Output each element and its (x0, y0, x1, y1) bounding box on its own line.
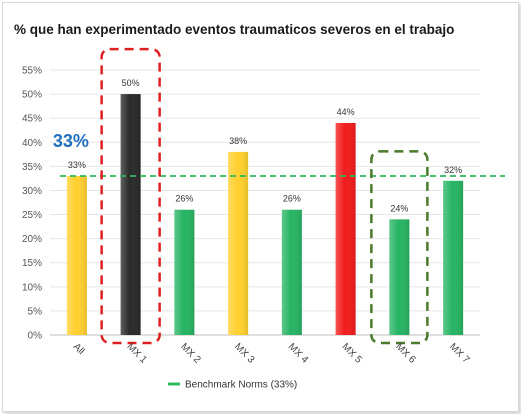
y-tick-label: 15% (22, 258, 42, 269)
x-tick-label: MX 1 (125, 341, 150, 366)
x-tick-label: MX 3 (232, 341, 257, 366)
y-tick-label: 25% (22, 210, 42, 221)
data-label: 33% (68, 160, 86, 170)
bar-gloss (389, 219, 410, 335)
chart-title: % que han experimentado eventos traumati… (14, 22, 455, 37)
data-label: 32% (444, 165, 462, 175)
y-tick-label: 50% (22, 90, 42, 101)
data-label: 44% (337, 107, 355, 117)
data-label: 26% (283, 194, 301, 204)
bar-gloss (66, 176, 87, 335)
y-tick-label: 45% (22, 114, 42, 125)
highlight-box-mx-1 (100, 47, 161, 345)
x-tick-label: MX 5 (340, 341, 365, 366)
y-tick-label: 55% (22, 66, 42, 77)
data-label: 26% (175, 194, 193, 204)
legend-label: Benchmark Norms (33%) (185, 380, 297, 391)
bar-gloss (335, 123, 356, 335)
y-tick-label: 10% (22, 282, 42, 293)
y-tick-label: 30% (22, 186, 42, 197)
x-tick-label: MX 2 (178, 341, 203, 366)
data-label: 24% (390, 203, 408, 213)
bar-gloss (174, 209, 195, 335)
y-tick-label: 35% (22, 162, 42, 173)
x-tick-label: MX 4 (286, 341, 311, 366)
bar-gloss (228, 151, 249, 335)
x-tick-label: All (71, 341, 87, 357)
y-tick-label: 0% (28, 331, 43, 342)
x-tick-label: MX 7 (447, 341, 472, 366)
data-label: 38% (229, 136, 247, 146)
bar-gloss (120, 94, 141, 335)
bar-gloss (281, 209, 302, 335)
highlight-box-mx-6 (370, 150, 429, 345)
y-tick-label: 5% (28, 306, 43, 317)
benchmark-annotation: 33% (53, 131, 89, 151)
bar-gloss (443, 180, 464, 335)
data-label: 50% (122, 78, 140, 88)
y-tick-label: 20% (22, 234, 42, 245)
x-tick-label: MX 6 (393, 341, 418, 366)
y-tick-label: 40% (22, 138, 42, 149)
